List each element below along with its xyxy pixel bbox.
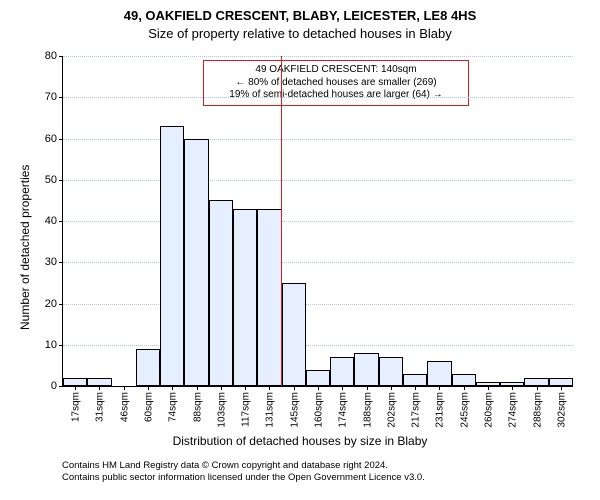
footer-attribution: Contains HM Land Registry data © Crown c… xyxy=(62,460,425,485)
x-tick-mark xyxy=(245,386,246,390)
x-tick-label: 231sqm xyxy=(433,392,446,428)
x-tick-label: 245sqm xyxy=(457,392,470,428)
x-tick-label: 202sqm xyxy=(384,392,397,428)
x-tick-mark xyxy=(221,386,222,390)
annotation-box: 49 OAKFIELD CRESCENT: 140sqm ← 80% of de… xyxy=(203,60,469,106)
x-tick-label: 288sqm xyxy=(530,392,543,428)
gridline xyxy=(63,139,573,140)
histogram-bar xyxy=(330,357,354,386)
x-tick-label: 88sqm xyxy=(190,392,203,422)
y-axis-label: Number of detached properties xyxy=(18,165,32,330)
x-tick-mark xyxy=(172,386,173,390)
x-tick-mark xyxy=(197,386,198,390)
x-tick-mark xyxy=(391,386,392,390)
gridline xyxy=(63,221,573,222)
x-tick-label: 145sqm xyxy=(287,392,300,428)
histogram-bar xyxy=(452,374,476,386)
histogram-bar xyxy=(306,370,330,387)
x-tick-mark xyxy=(415,386,416,390)
x-tick-label: 117sqm xyxy=(239,392,252,427)
histogram-bar xyxy=(63,378,87,386)
x-tick-mark xyxy=(488,386,489,390)
footer-line-2: Contains public sector information licen… xyxy=(62,472,425,484)
x-tick-label: 131sqm xyxy=(263,392,276,428)
x-axis-label: Distribution of detached houses by size … xyxy=(0,434,600,448)
x-tick-mark xyxy=(512,386,513,390)
gridline xyxy=(63,56,573,57)
x-tick-label: 46sqm xyxy=(117,392,130,422)
x-tick-mark xyxy=(561,386,562,390)
x-tick-label: 302sqm xyxy=(554,392,567,428)
annotation-line-3: 19% of semi-detached houses are larger (… xyxy=(210,89,462,102)
x-tick-mark xyxy=(342,386,343,390)
x-tick-mark xyxy=(464,386,465,390)
gridline xyxy=(63,345,573,346)
x-tick-mark xyxy=(269,386,270,390)
histogram-bar xyxy=(549,378,573,386)
x-tick-label: 74sqm xyxy=(166,392,179,422)
y-tick-label: 50 xyxy=(45,174,63,186)
x-tick-mark xyxy=(537,386,538,390)
x-tick-label: 17sqm xyxy=(69,392,82,422)
x-tick-label: 188sqm xyxy=(360,392,373,428)
x-tick-label: 274sqm xyxy=(506,392,519,428)
x-tick-label: 174sqm xyxy=(336,392,349,428)
x-tick-mark xyxy=(75,386,76,390)
histogram-bar xyxy=(136,349,160,386)
gridline xyxy=(63,304,573,305)
histogram-bar xyxy=(427,361,451,386)
histogram-bar xyxy=(524,378,548,386)
x-tick-mark xyxy=(99,386,100,390)
gridline xyxy=(63,97,573,98)
y-tick-label: 30 xyxy=(45,256,63,268)
reference-line xyxy=(281,56,282,386)
x-tick-label: 31sqm xyxy=(93,392,106,422)
histogram-bar xyxy=(233,209,257,386)
x-tick-mark xyxy=(294,386,295,390)
x-tick-mark xyxy=(367,386,368,390)
histogram-bar xyxy=(403,374,427,386)
x-tick-label: 103sqm xyxy=(214,392,227,428)
x-tick-mark xyxy=(439,386,440,390)
histogram-bar xyxy=(184,139,208,387)
histogram-bar xyxy=(257,209,281,386)
y-tick-label: 20 xyxy=(45,298,63,310)
x-tick-label: 60sqm xyxy=(142,392,155,422)
x-tick-mark xyxy=(124,386,125,390)
footer-line-1: Contains HM Land Registry data © Crown c… xyxy=(62,460,425,472)
chart-title-address: 49, OAKFIELD CRESCENT, BLABY, LEICESTER,… xyxy=(0,8,600,23)
annotation-line-2: ← 80% of detached houses are smaller (26… xyxy=(210,77,462,90)
y-tick-label: 10 xyxy=(45,339,63,351)
histogram-bar xyxy=(354,353,378,386)
histogram-bar xyxy=(87,378,111,386)
y-tick-label: 0 xyxy=(51,380,63,392)
histogram-bar xyxy=(282,283,306,386)
gridline xyxy=(63,180,573,181)
y-tick-label: 60 xyxy=(45,133,63,145)
histogram-bar xyxy=(209,200,233,386)
x-tick-mark xyxy=(318,386,319,390)
histogram-bar xyxy=(379,357,403,386)
chart-title-sub: Size of property relative to detached ho… xyxy=(0,26,600,41)
x-tick-label: 160sqm xyxy=(312,392,325,428)
gridline xyxy=(63,262,573,263)
y-tick-label: 80 xyxy=(45,50,63,62)
x-tick-label: 217sqm xyxy=(409,392,422,428)
annotation-line-1: 49 OAKFIELD CRESCENT: 140sqm xyxy=(210,64,462,77)
y-tick-label: 40 xyxy=(45,215,63,227)
plot-area: 49 OAKFIELD CRESCENT: 140sqm ← 80% of de… xyxy=(62,56,573,387)
x-tick-mark xyxy=(148,386,149,390)
x-tick-label: 260sqm xyxy=(482,392,495,428)
y-tick-label: 70 xyxy=(45,91,63,103)
histogram-bar xyxy=(160,126,184,386)
